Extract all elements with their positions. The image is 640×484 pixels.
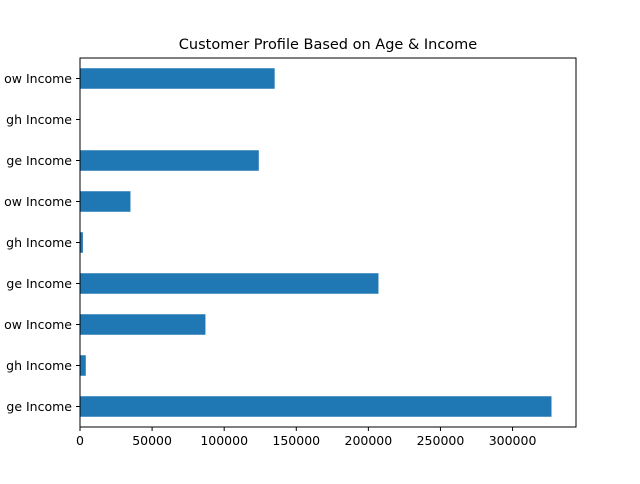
- y-tick-label-1: gh Income: [6, 358, 72, 373]
- bar-6: [80, 150, 259, 171]
- bar-0: [80, 396, 552, 417]
- bar-1: [80, 355, 86, 376]
- x-tick-label-2: 100000: [200, 433, 248, 448]
- x-tick-label-4: 200000: [345, 433, 393, 448]
- y-tick-label-2: ow Income: [4, 317, 72, 332]
- y-tick-label-3: ge Income: [6, 276, 72, 291]
- y-tick-label-6: ge Income: [6, 153, 72, 168]
- plot-frame: [79, 57, 577, 428]
- bar-3: [80, 273, 379, 294]
- y-axis: ge Income gh Income ow Income ge Income gh I…: [4, 71, 80, 414]
- x-axis: 0 50000 100000 150000 200000 250000 300000: [76, 427, 536, 448]
- y-tick-label-5: ow Income: [4, 194, 72, 209]
- y-tick-label-7: gh Income: [6, 112, 72, 127]
- x-tick-label-6: 300000: [489, 433, 537, 448]
- x-tick-label-1: 50000: [132, 433, 172, 448]
- chart-title: Customer Profile Based on Age & Income: [179, 37, 478, 53]
- bar-4: [80, 232, 83, 253]
- x-tick-label-5: 250000: [417, 433, 465, 448]
- y-tick-label-8: ow Income: [4, 71, 72, 86]
- y-tick-label-0: ge Income: [6, 399, 72, 414]
- bar-2: [80, 314, 206, 335]
- y-tick-label-4: gh Income: [6, 235, 72, 250]
- bar-5: [80, 191, 131, 212]
- x-tick-label-0: 0: [76, 433, 84, 448]
- bars-layer: [80, 68, 552, 417]
- x-tick-label-3: 150000: [272, 433, 320, 448]
- bar-8: [80, 68, 275, 89]
